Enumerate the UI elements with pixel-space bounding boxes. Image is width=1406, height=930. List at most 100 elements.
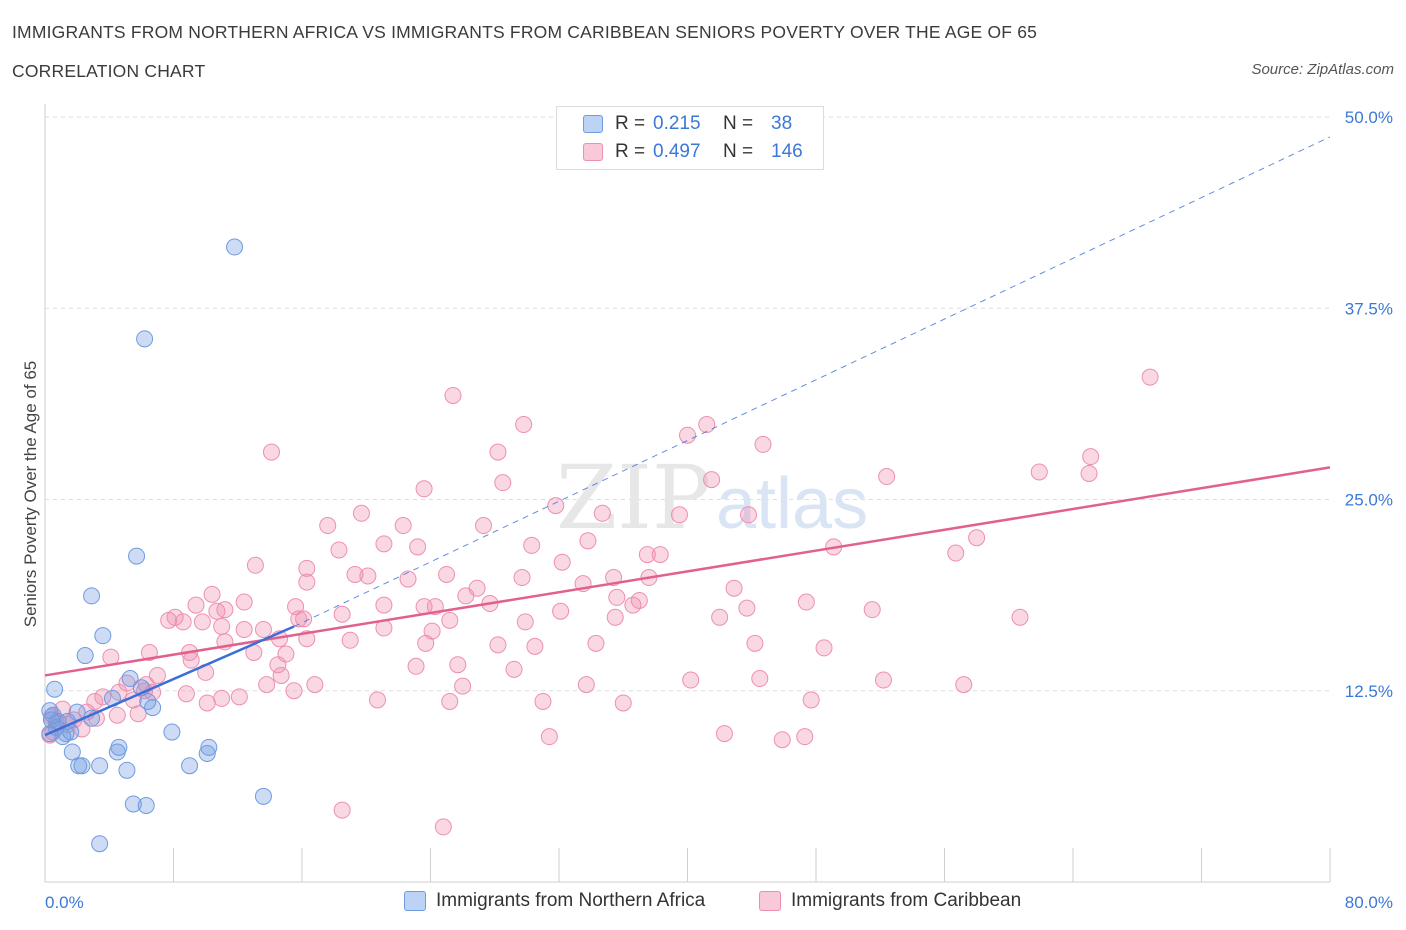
caribbean-point bbox=[235, 621, 253, 639]
northern-africa-point bbox=[91, 835, 109, 853]
northern-africa-point bbox=[108, 743, 126, 761]
caribbean-point bbox=[1011, 608, 1029, 626]
caribbean-point bbox=[407, 657, 425, 675]
caribbean-point bbox=[174, 613, 192, 631]
bottom-legend-label-northern-africa: Immigrants from Northern Africa bbox=[436, 890, 706, 911]
caribbean-point bbox=[457, 587, 475, 605]
caribbean-point bbox=[725, 579, 743, 597]
caribbean-point bbox=[624, 596, 642, 614]
caribbean-point bbox=[815, 639, 833, 657]
legend-row-caribbean: R = 0.497 N = 146 bbox=[583, 140, 803, 164]
caribbean-point bbox=[166, 608, 184, 626]
northern-africa-point bbox=[144, 699, 162, 717]
axes bbox=[44, 104, 1331, 883]
northern-africa-point bbox=[46, 680, 64, 698]
northern-africa-point bbox=[226, 238, 244, 256]
watermark: ZIP atlas bbox=[556, 446, 868, 549]
caribbean-point bbox=[703, 471, 721, 489]
caribbean-point bbox=[579, 532, 597, 550]
y-tick-label: 25.0% bbox=[1345, 491, 1393, 510]
caribbean-point bbox=[515, 416, 533, 434]
caribbean-point bbox=[670, 506, 688, 524]
northern-africa-point bbox=[128, 547, 146, 565]
caribbean-point bbox=[516, 613, 534, 631]
caribbean-point bbox=[352, 504, 370, 522]
caribbean-point bbox=[797, 593, 815, 611]
caribbean-point bbox=[213, 689, 231, 707]
caribbean-point bbox=[203, 585, 221, 603]
caribbean-point bbox=[679, 426, 696, 444]
northern-africa-point bbox=[91, 757, 109, 775]
caribbean-point bbox=[235, 593, 253, 611]
caribbean-point bbox=[534, 692, 552, 710]
bottom-legend-swatch-northern-africa bbox=[404, 891, 426, 911]
legend-n-value: 38 bbox=[771, 113, 793, 134]
caribbean-point bbox=[444, 386, 462, 404]
caribbean-point bbox=[698, 416, 716, 434]
caribbean-point bbox=[489, 636, 507, 654]
caribbean-point bbox=[878, 468, 896, 486]
northern-africa-point bbox=[181, 757, 199, 775]
chart-title: IMMIGRANTS FROM NORTHERN AFRICA VS IMMIG… bbox=[12, 22, 1038, 42]
legend-r-label: R = bbox=[615, 113, 646, 134]
watermark-atlas: atlas bbox=[716, 464, 868, 544]
caribbean-point bbox=[359, 567, 377, 585]
x-tick-label-max: 80.0% bbox=[1345, 893, 1393, 912]
caribbean-point bbox=[711, 608, 729, 626]
caribbean-point bbox=[333, 801, 351, 819]
bottom-legend-caribbean: Immigrants from Caribbean bbox=[759, 890, 1021, 912]
caribbean-point bbox=[73, 720, 91, 738]
legend-n-value: 146 bbox=[771, 141, 803, 162]
caribbean-point bbox=[198, 694, 216, 712]
caribbean-point bbox=[262, 443, 280, 461]
legend-swatch-northern-africa bbox=[583, 115, 603, 133]
caribbean-point bbox=[746, 634, 764, 652]
caribbean-point bbox=[306, 676, 324, 694]
caribbean-point bbox=[505, 660, 523, 678]
caribbean-point bbox=[577, 676, 595, 694]
caribbean-point bbox=[651, 546, 669, 564]
y-tick-label: 50.0% bbox=[1345, 108, 1393, 127]
caribbean-point bbox=[438, 565, 456, 583]
caribbean-point bbox=[682, 671, 700, 689]
northern-africa-point bbox=[163, 723, 181, 741]
northern-africa-point bbox=[200, 738, 218, 756]
caribbean-point bbox=[208, 602, 226, 620]
caribbean-point bbox=[513, 569, 531, 587]
caribbean-point bbox=[182, 651, 200, 669]
caribbean-point bbox=[863, 601, 881, 619]
caribbean-point bbox=[475, 517, 493, 535]
caribbean-point bbox=[1141, 368, 1159, 386]
caribbean-point bbox=[523, 536, 541, 554]
caribbean-point bbox=[298, 573, 316, 591]
source-label: Source: ZipAtlas.com bbox=[1251, 61, 1394, 78]
x-tick-label-min: 0.0% bbox=[45, 893, 84, 912]
caribbean-point bbox=[540, 728, 558, 746]
caribbean-point bbox=[187, 596, 205, 614]
caribbean-point bbox=[375, 596, 393, 614]
chart-subtitle: CORRELATION CHART bbox=[12, 61, 206, 81]
y-tick-label: 12.5% bbox=[1345, 682, 1393, 701]
tick-labels: 12.5% 25.0% 37.5% 50.0% 0.0% 80.0% bbox=[45, 108, 1393, 912]
caribbean-point bbox=[955, 676, 973, 694]
caribbean-point bbox=[290, 610, 308, 628]
caribbean-point bbox=[258, 676, 276, 694]
northern-africa-point bbox=[254, 787, 272, 805]
caribbean-point bbox=[230, 688, 248, 706]
legend-r-label: R = bbox=[615, 141, 646, 162]
bottom-legend-label-caribbean: Immigrants from Caribbean bbox=[791, 890, 1022, 911]
caribbean-point bbox=[129, 705, 147, 723]
caribbean-point bbox=[494, 474, 512, 492]
caribbean-point bbox=[272, 666, 290, 684]
bottom-legend-northern-africa: Immigrants from Northern Africa bbox=[404, 890, 705, 912]
caribbean-point bbox=[614, 694, 632, 712]
caribbean-point bbox=[295, 610, 313, 628]
northern-africa-point bbox=[124, 795, 142, 813]
northern-africa-point bbox=[70, 757, 88, 775]
caribbean-point bbox=[148, 666, 166, 684]
caribbean-point bbox=[409, 538, 427, 556]
caribbean-point bbox=[394, 517, 412, 535]
northern-africa-point bbox=[76, 647, 94, 665]
y-axis-label: Seniors Poverty Over the Age of 65 bbox=[21, 361, 40, 627]
caribbean-point bbox=[298, 559, 316, 577]
